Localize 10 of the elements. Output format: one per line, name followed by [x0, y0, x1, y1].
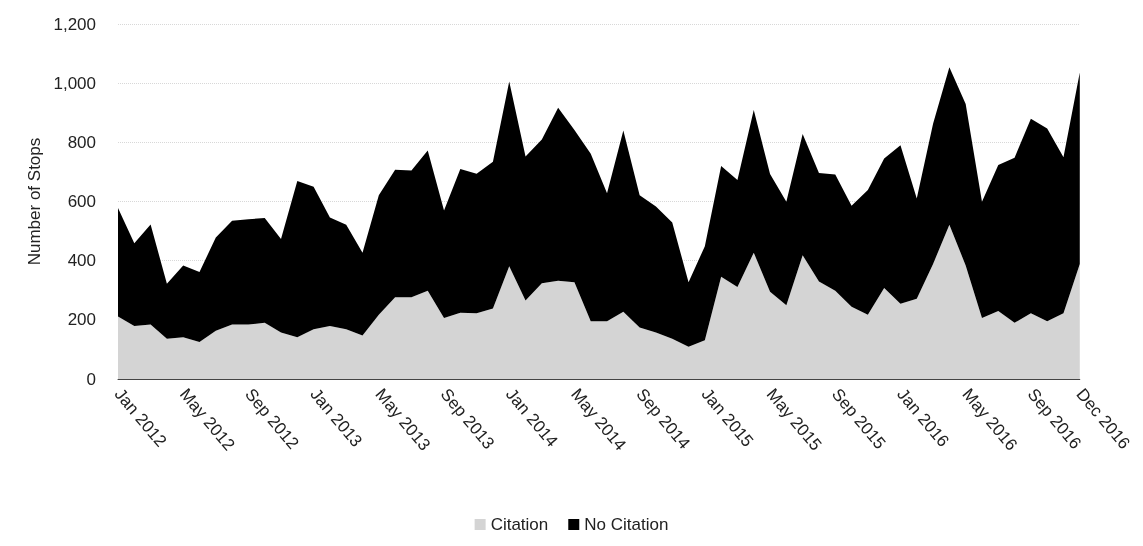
y-tick-label: 0: [86, 369, 96, 389]
y-tick-label: 1,000: [53, 73, 96, 93]
y-axis-title: Number of Stops: [24, 137, 44, 266]
y-tick-label: 600: [67, 192, 96, 211]
y-tick-label: 800: [67, 132, 96, 152]
legend-label: Citation: [490, 515, 549, 534]
legend-label: No Citation: [584, 515, 669, 534]
y-tick-label: 200: [67, 310, 96, 330]
y-tick-label: 1,200: [53, 14, 96, 34]
y-tick-label: 400: [67, 251, 96, 271]
